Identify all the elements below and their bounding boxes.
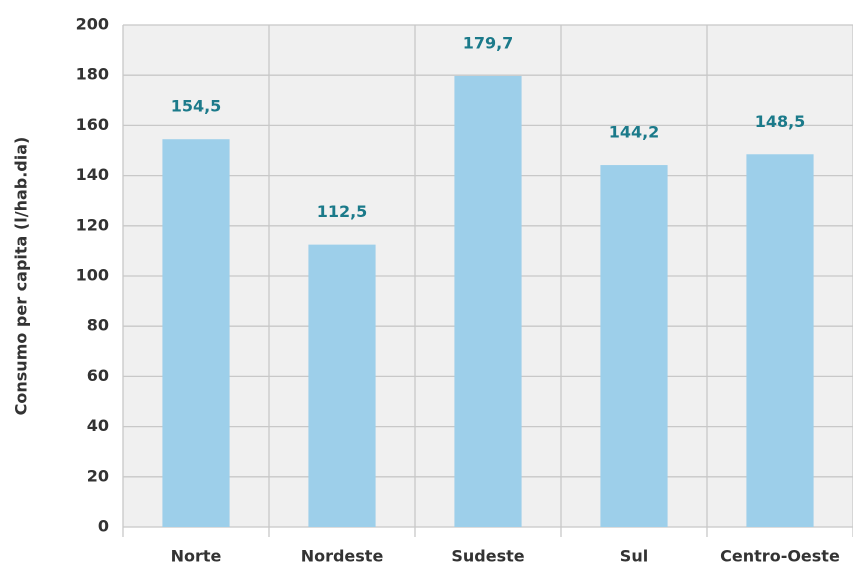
bar [162, 139, 230, 527]
y-tick-label: 60 [87, 366, 109, 385]
bar [746, 154, 814, 527]
x-tick-label: Centro-Oeste [720, 547, 840, 566]
y-tick-label: 160 [76, 115, 109, 134]
value-label: 154,5 [171, 97, 222, 116]
y-tick-label: 180 [76, 65, 109, 84]
y-tick-label: 100 [76, 266, 109, 285]
y-tick-label: 200 [76, 15, 109, 34]
bar [600, 165, 668, 528]
y-tick-label: 20 [87, 466, 109, 485]
value-label: 179,7 [463, 33, 514, 52]
value-label: 148,5 [755, 112, 806, 131]
x-tick-label: Sudeste [451, 547, 524, 566]
value-label: 144,2 [609, 123, 660, 142]
x-tick-label: Norte [171, 547, 222, 566]
y-tick-label: 80 [87, 316, 109, 335]
x-tick-label: Nordeste [301, 547, 384, 566]
y-tick-label: 0 [98, 517, 109, 536]
x-tick-label: Sul [620, 547, 648, 566]
bar [308, 244, 376, 527]
value-label: 112,5 [317, 202, 368, 221]
y-axis-label: Consumo per capita (l/hab.dia) [12, 137, 31, 416]
y-tick-label: 120 [76, 215, 109, 234]
bar [454, 75, 522, 527]
y-tick-label: 40 [87, 416, 109, 435]
y-tick-label: 140 [76, 165, 109, 184]
